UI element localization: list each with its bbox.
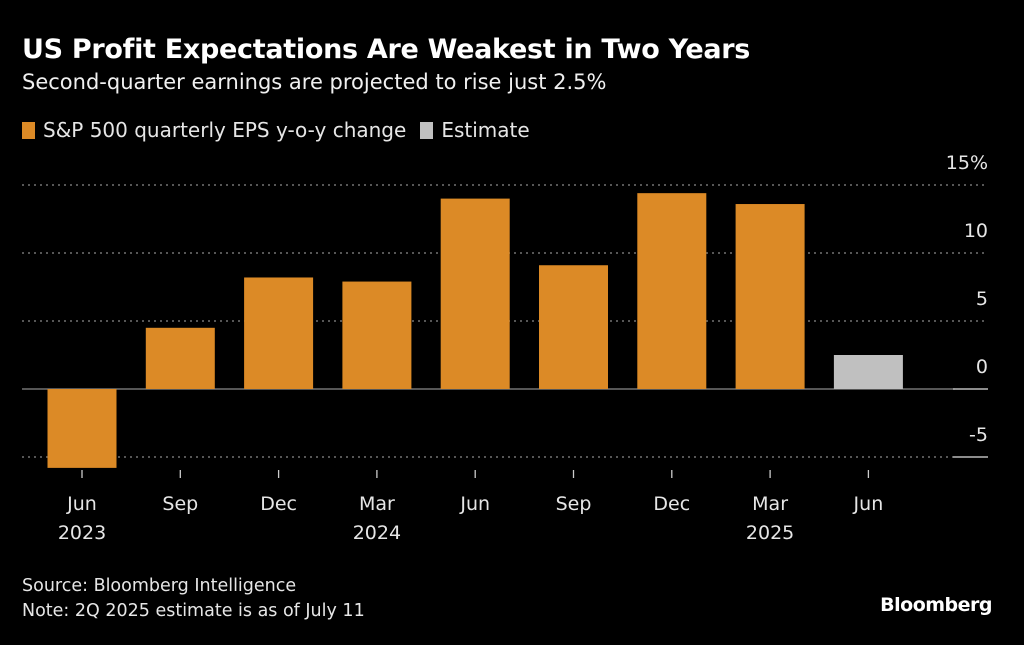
source-text: Source: Bloomberg Intelligence (22, 576, 297, 596)
y-tick-label: 15% (946, 152, 988, 174)
x-tick-label-month: Sep (162, 493, 198, 515)
y-axis: 15% 10 5 0 -5 (946, 152, 988, 446)
bar-eps (440, 198, 510, 389)
bar-eps (342, 281, 412, 389)
x-tick-label-month: Jun (459, 493, 490, 515)
legend-item-eps: S&P 500 quarterly EPS y-o-y change (22, 118, 406, 142)
bar-eps (735, 204, 805, 389)
bar-eps (637, 193, 707, 389)
x-tick-label-year: 2024 (353, 522, 401, 544)
bars (47, 193, 903, 468)
chart-subtitle: Second-quarter earnings are projected to… (22, 70, 607, 94)
note-text: Note: 2Q 2025 estimate is as of July 11 (22, 601, 365, 621)
y-tick-label: 10 (964, 220, 988, 242)
legend-swatch-eps (22, 121, 35, 139)
bar-eps (47, 389, 117, 468)
legend-item-estimate: Estimate (420, 118, 530, 142)
bar-eps (244, 277, 314, 389)
y-tick-label: 0 (976, 356, 988, 378)
legend-label-eps: S&P 500 quarterly EPS y-o-y change (43, 118, 407, 142)
legend-swatch-estimate (420, 121, 434, 139)
chart-title: US Profit Expectations Are Weakest in Tw… (22, 34, 751, 65)
x-tick-label-year: 2025 (746, 522, 794, 544)
bar-eps (145, 327, 215, 389)
bloomberg-logo: Bloomberg (880, 594, 992, 616)
y-tick-label: 5 (976, 288, 988, 310)
legend-label-estimate: Estimate (441, 118, 530, 142)
x-tick-label-month: Dec (260, 493, 297, 515)
legend: S&P 500 quarterly EPS y-o-y change Estim… (22, 118, 544, 142)
x-axis: Jun 2023 Sep Dec Mar 2024 Jun Sep Dec Mar 2025 Jun (58, 470, 883, 544)
x-tick-label-month: Sep (556, 493, 592, 515)
x-tick-label-month: Mar (752, 493, 788, 515)
x-tick-label-month: Jun (853, 493, 884, 515)
x-tick-label-month: Jun (66, 493, 97, 515)
bar-estimate (833, 355, 903, 389)
x-tick-label-month: Dec (653, 493, 690, 515)
bar-eps (539, 265, 608, 389)
x-tick-label-month: Mar (359, 493, 395, 515)
footer-notes: Source: Bloomberg Intelligence Note: 2Q … (22, 574, 365, 624)
x-tick-label-year: 2023 (58, 522, 106, 544)
y-tick-label: -5 (969, 424, 988, 446)
